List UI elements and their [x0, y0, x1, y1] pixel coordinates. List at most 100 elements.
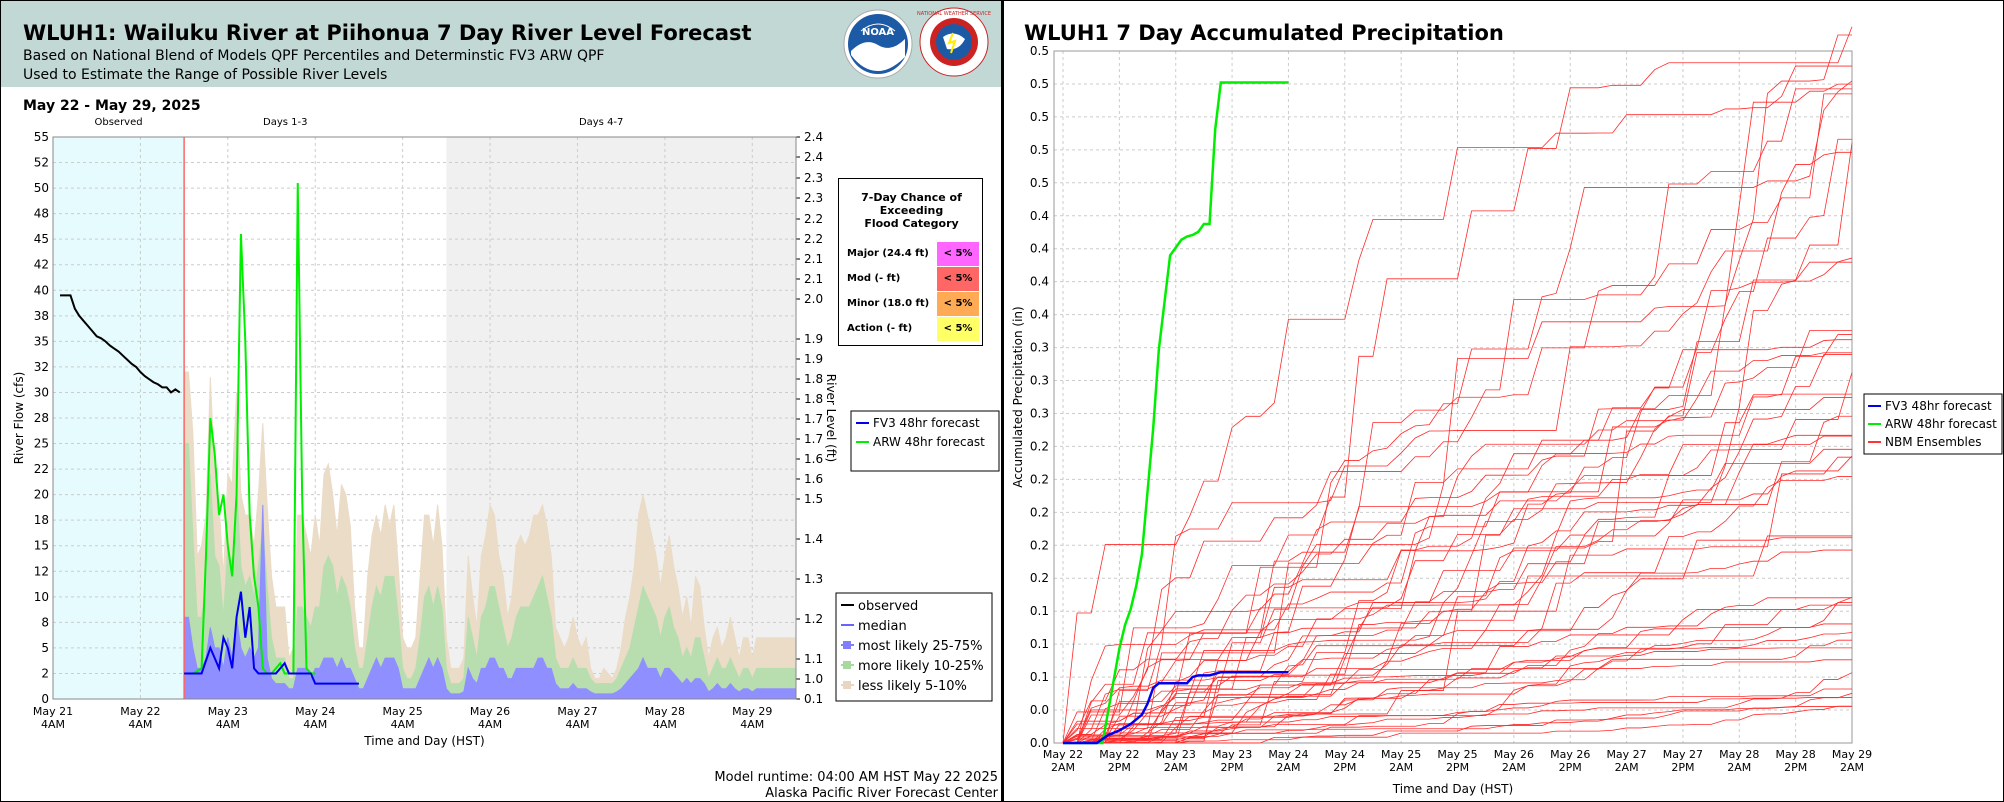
x-tick-label: May 27	[1606, 748, 1646, 761]
fv3-line	[1063, 670, 1289, 745]
legend-box	[1863, 393, 2003, 455]
flood-box-title-line: Flood Category	[864, 217, 959, 230]
precipitation-chart: 0.0 0.0 0.1 0.1 0.1 0.2 0.2 0.2 0.2 0.2 0.3 0.3 0.3 0…	[1011, 26, 2003, 796]
x-tick-label: 4AM	[303, 718, 327, 731]
legend-label: less likely 5-10%	[858, 679, 967, 694]
y2-tick-label: 2.1	[804, 272, 823, 286]
y-tick-label: 15	[34, 539, 49, 553]
y-tick-label: 0	[41, 692, 49, 706]
y-tick-label: 35	[34, 334, 49, 348]
y2-tick-label: 1.2	[804, 612, 823, 626]
nbm-ensemble-line	[1063, 476, 1852, 744]
nbm-ensemble-line	[1062, 26, 1853, 744]
nbm-ensemble-line	[1063, 372, 1853, 744]
flood-box-title-line: 7-Day Chance of	[861, 191, 962, 204]
y-tick-label: 0.1	[1030, 637, 1049, 651]
x-tick-label: May 26	[1494, 748, 1534, 761]
plot-frame	[52, 136, 797, 700]
x-tick-label: 2PM	[1559, 761, 1582, 774]
x-tick-label: 2AM	[1502, 761, 1526, 774]
x-tick-label: 4AM	[740, 718, 764, 731]
y2-tick-label: 1.0	[804, 672, 823, 686]
legend-precip: FV3 48hr forecast ARW 48hr forecast NBM En…	[1863, 393, 2003, 455]
flood-box-title: 7-Day Chance of Exceeding Flood Category	[839, 191, 984, 230]
nws-logo: NATIONAL WEATHER SERVICE	[917, 7, 991, 77]
y-tick-label: 38	[34, 309, 49, 323]
nbm-ensemble-line	[1063, 659, 1852, 744]
x-tick-label: 2AM	[1389, 761, 1413, 774]
x-tick-label: 2AM	[1727, 761, 1751, 774]
x-tick-label: May 26	[1550, 748, 1590, 761]
x-tick-label: 2AM	[1051, 761, 1075, 774]
legend-swatch-box	[843, 681, 851, 689]
x-tick-label: 2PM	[1221, 761, 1244, 774]
y-tick-label: 50	[34, 181, 49, 195]
legend-box	[850, 410, 1000, 472]
flood-category-box: 7-Day Chance of Exceeding Flood Category…	[838, 178, 983, 346]
nbm-ensemble-line	[1062, 65, 1852, 744]
period-label-days-1-3: Days 1-3	[263, 117, 307, 128]
y2-tick-label: 0.1	[804, 692, 823, 706]
y-tick-label: 0.2	[1030, 538, 1049, 552]
model-runtime: Model runtime: 04:00 AM HST May 22 2025	[714, 770, 998, 785]
arw-line	[1063, 81, 1289, 745]
date-range: May 22 - May 29, 2025	[23, 98, 201, 114]
nbm-ensemble-line	[1062, 448, 1852, 744]
x-tick-label: 2AM	[1276, 761, 1300, 774]
y-tick-label: 0.4	[1030, 308, 1049, 322]
flood-row-major-value: < 5%	[937, 242, 979, 266]
y-tick-label: 0.4	[1030, 209, 1049, 223]
y-tick-label: 0.3	[1030, 341, 1049, 355]
x-tick-label: 2AM	[1615, 761, 1639, 774]
flood-row-action-value: < 5%	[937, 317, 979, 341]
y-tick-label: 0.2	[1030, 571, 1049, 585]
x-tick-label: May 27	[557, 705, 597, 718]
forecast-center: Alaska Pacific River Forecast Center	[765, 786, 998, 801]
y2-tick-label: 1.4	[804, 532, 823, 546]
y2-tick-label: 2.1	[804, 252, 823, 266]
panel-subtitle-2: Used to Estimate the Range of Possible R…	[23, 67, 388, 83]
x-tick-label: May 23	[1156, 748, 1196, 761]
panel-title: WLUH1 7 Day Accumulated Precipitation	[1024, 21, 1504, 45]
x-tick-label: May 28	[1776, 748, 1816, 761]
nbm-ensemble-line	[1063, 138, 1852, 744]
nbm-ensemble-line	[1062, 415, 1852, 744]
nbm-ensemble-line	[1063, 142, 1853, 744]
legend-label: more likely 10-25%	[858, 659, 984, 674]
nbm-ensemble-line	[1063, 697, 1852, 744]
y-tick-label: 48	[34, 207, 49, 221]
x-tick-label: 4AM	[478, 718, 502, 731]
x-tick-label: 4AM	[391, 718, 415, 731]
nbm-ensemble-line	[1062, 151, 1852, 744]
y2-tick-label: 1.3	[804, 572, 823, 586]
y-tick-label: 28	[34, 411, 49, 425]
river-forecast-panel: WLUH1: Wailuku River at Piihonua 7 Day R…	[0, 0, 1002, 802]
x-tick-label: May 25	[1437, 748, 1477, 761]
x-axis-label: Time and Day (HST)	[363, 734, 484, 748]
nbm-ensemble-line	[1063, 352, 1852, 744]
y-tick-label: 22	[34, 462, 49, 476]
x-tick-label: May 24	[295, 705, 335, 718]
legend-bands: observed median most likely 25-75% more lik…	[835, 592, 993, 702]
legend-label: most likely 25-75%	[858, 639, 982, 654]
legend-label: observed	[858, 599, 918, 614]
nbm-ensemble-line	[1063, 257, 1853, 744]
y-tick-label: 52	[34, 156, 49, 170]
y-tick-label: 32	[34, 360, 49, 374]
x-tick-label: 2PM	[1333, 761, 1356, 774]
y-tick-label: 0.3	[1030, 374, 1049, 388]
y2-tick-label: 1.1	[804, 652, 823, 666]
y-tick-label: 0.2	[1030, 472, 1049, 486]
y2-tick-label: 1.5	[804, 492, 823, 506]
nbm-ensemble-line	[1063, 393, 1852, 744]
nbm-ensemble-line	[1062, 34, 1852, 744]
y-axis-label: Accumulated Precipitation (in)	[1011, 306, 1025, 487]
header-band	[1, 1, 1001, 87]
river-flow-chart: Observed Days 1-3 Days 4-70258101215182022…	[12, 117, 1000, 748]
x-tick-label: 4AM	[216, 718, 240, 731]
nbm-ensemble-line	[1063, 88, 1852, 744]
nbm-ensemble-line	[1062, 80, 1853, 744]
y2-tick-label: 1.9	[804, 352, 823, 366]
y2-tick-label: 1.8	[804, 372, 823, 386]
